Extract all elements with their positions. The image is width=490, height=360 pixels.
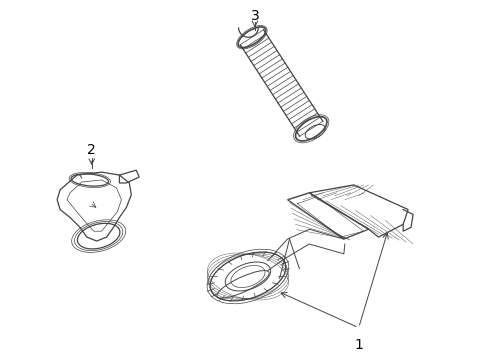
- Text: 2: 2: [87, 144, 96, 157]
- Text: 3: 3: [250, 9, 259, 23]
- Text: 1: 1: [354, 338, 363, 351]
